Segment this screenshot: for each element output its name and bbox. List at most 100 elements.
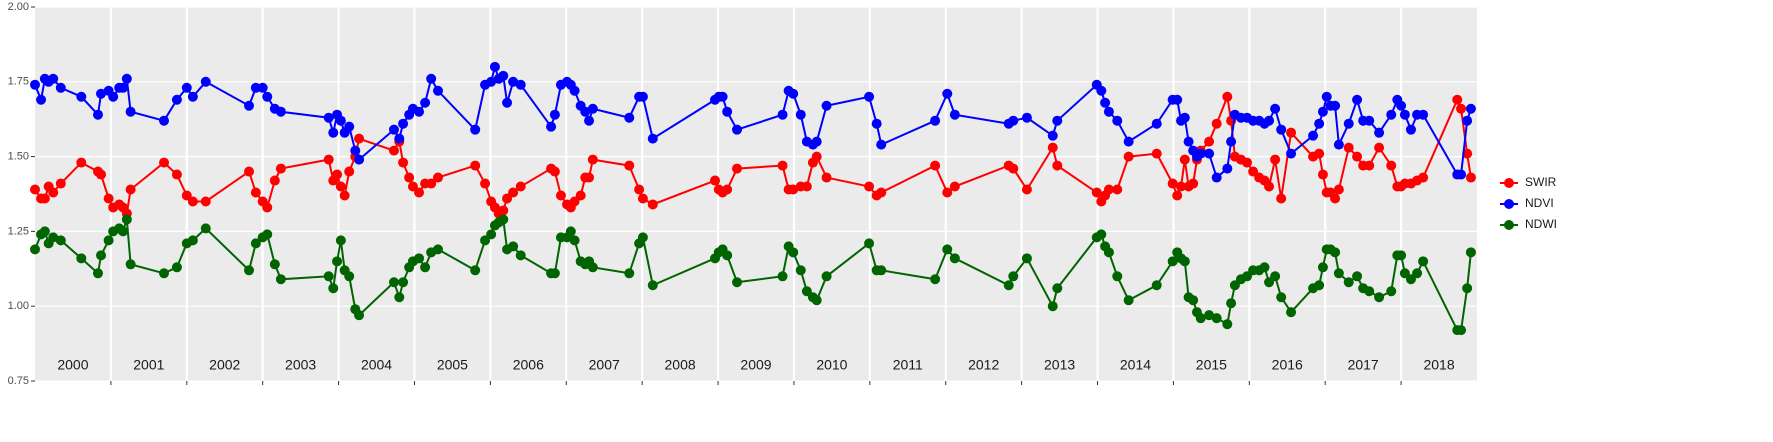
point bbox=[1021, 253, 1032, 264]
point bbox=[634, 184, 645, 195]
point bbox=[795, 265, 806, 276]
point bbox=[48, 232, 59, 243]
point bbox=[732, 163, 743, 174]
point bbox=[55, 178, 66, 189]
point bbox=[1374, 127, 1385, 138]
point bbox=[1364, 115, 1375, 126]
point bbox=[1405, 124, 1416, 135]
point bbox=[426, 73, 437, 84]
point bbox=[244, 100, 255, 111]
point bbox=[1167, 178, 1178, 189]
panel bbox=[35, 7, 1477, 381]
point bbox=[811, 295, 822, 306]
point bbox=[250, 187, 261, 198]
point bbox=[159, 115, 170, 126]
point bbox=[30, 79, 40, 90]
point bbox=[76, 253, 87, 264]
point bbox=[30, 184, 40, 195]
point bbox=[187, 235, 198, 246]
point bbox=[96, 169, 107, 180]
point bbox=[328, 127, 339, 138]
point bbox=[1183, 136, 1194, 147]
point bbox=[1172, 190, 1183, 201]
point bbox=[36, 94, 47, 105]
point bbox=[1151, 280, 1162, 291]
point bbox=[344, 271, 355, 282]
point bbox=[1112, 115, 1123, 126]
year-label: 2011 bbox=[893, 357, 923, 373]
point bbox=[1465, 172, 1476, 183]
point bbox=[1103, 106, 1114, 117]
point bbox=[942, 88, 953, 99]
point bbox=[323, 271, 334, 282]
point bbox=[1465, 103, 1476, 114]
point bbox=[388, 124, 399, 135]
point bbox=[1091, 187, 1102, 198]
point bbox=[1195, 313, 1206, 324]
point bbox=[404, 172, 415, 183]
point bbox=[323, 154, 334, 165]
point bbox=[624, 112, 635, 123]
point bbox=[275, 163, 286, 174]
point bbox=[470, 124, 481, 135]
point bbox=[1352, 94, 1363, 105]
point bbox=[262, 202, 273, 213]
year-label: 2016 bbox=[1272, 357, 1303, 373]
point bbox=[118, 226, 129, 237]
point bbox=[811, 151, 822, 162]
point bbox=[1008, 115, 1019, 126]
point bbox=[1386, 109, 1397, 120]
point bbox=[1179, 154, 1190, 165]
point bbox=[1226, 298, 1237, 309]
point bbox=[1204, 310, 1215, 321]
point bbox=[1172, 94, 1183, 105]
point bbox=[1211, 118, 1222, 129]
point bbox=[92, 268, 103, 279]
point bbox=[1456, 325, 1467, 336]
year-label: 2010 bbox=[816, 357, 847, 373]
y-tick-label: 1.50 bbox=[8, 151, 29, 163]
point bbox=[486, 229, 497, 240]
point bbox=[549, 268, 560, 279]
point bbox=[96, 250, 107, 261]
point bbox=[344, 166, 355, 177]
point bbox=[1204, 136, 1215, 147]
point bbox=[788, 88, 799, 99]
point bbox=[1188, 178, 1199, 189]
point bbox=[515, 181, 526, 192]
point bbox=[1123, 295, 1134, 306]
point bbox=[1052, 283, 1063, 294]
year-label: 2003 bbox=[285, 357, 316, 373]
year-label: 2009 bbox=[740, 357, 771, 373]
year-label: 2014 bbox=[1120, 357, 1151, 373]
point bbox=[1270, 103, 1281, 114]
point bbox=[821, 100, 832, 111]
point bbox=[1100, 97, 1111, 108]
point bbox=[262, 229, 273, 240]
point bbox=[498, 70, 509, 81]
legend-label: SWIR bbox=[1525, 175, 1557, 189]
point bbox=[549, 109, 560, 120]
point bbox=[722, 250, 733, 261]
point bbox=[414, 106, 425, 117]
legend-marker bbox=[1504, 220, 1514, 230]
point bbox=[1462, 283, 1473, 294]
point bbox=[55, 235, 66, 246]
point bbox=[717, 91, 728, 102]
point bbox=[1330, 193, 1341, 204]
legend-label: NDWI bbox=[1525, 217, 1557, 231]
point bbox=[350, 145, 361, 156]
point bbox=[1452, 94, 1463, 105]
year-label: 2002 bbox=[209, 357, 240, 373]
point bbox=[1096, 229, 1107, 240]
point bbox=[580, 106, 591, 117]
point bbox=[480, 178, 491, 189]
legend-marker bbox=[1504, 178, 1514, 188]
point bbox=[48, 73, 59, 84]
point bbox=[1003, 280, 1014, 291]
year-label: 2018 bbox=[1423, 357, 1454, 373]
point bbox=[1352, 271, 1363, 282]
point bbox=[262, 91, 273, 102]
